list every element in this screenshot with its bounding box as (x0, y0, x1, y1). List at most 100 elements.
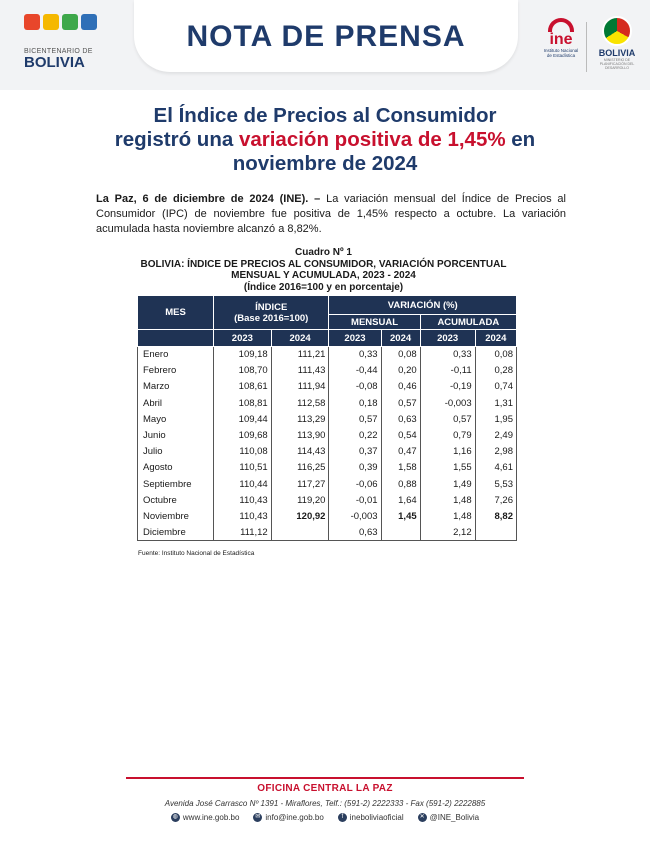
table-cell-value: -0,44 (328, 362, 382, 379)
table-cell-value: 109,68 (213, 427, 272, 444)
mail-icon: ✉ (253, 813, 263, 822)
table-cell-value: 1,16 (419, 443, 476, 460)
header-year: 2024 (380, 329, 421, 347)
bolivia-logo-subtitle: MINISTERIO DE PLANIFICACIÓN DEL DESARROL… (599, 58, 635, 70)
globe-icon: ◍ (170, 813, 180, 822)
table-cell-value: 0,63 (380, 411, 421, 428)
table-cell-value: 110,44 (213, 476, 272, 493)
table-cell-value: 110,43 (213, 492, 272, 509)
caption-line-2: BOLIVIA: ÍNDICE DE PRECIOS AL CONSUMIDOR… (140, 258, 507, 270)
footer-web-text: www.ine.gob.bo (182, 813, 240, 822)
table-cell-value: 1,64 (380, 492, 421, 509)
table-cell-value: 0,63 (328, 524, 382, 542)
table-cell-value: 108,81 (213, 395, 272, 412)
bolivia-seal-icon (602, 16, 632, 46)
table-cell-value: 0,57 (380, 395, 421, 412)
footer-twitter-link[interactable]: ✕ @INE_Bolivia (417, 813, 479, 822)
footer-divider (126, 777, 524, 779)
table-cell-value: -0,003 (328, 508, 382, 525)
table-row: Marzo 108,61 111,94 -0,08 0,46 -0,19 0,74 (137, 378, 518, 396)
table-row: Febrero 108,70 111,43 -0,44 0,20 -0,11 0,28 (137, 362, 518, 379)
table-row: Septiembre 110,44 117,27 -0,06 0,88 1,49 5,53 (137, 476, 518, 493)
title-line-2-post: en (505, 128, 536, 151)
header-variacion: VARIACIÓN (%) (328, 295, 517, 315)
header-mes: MES (137, 295, 214, 330)
table-cell-value: 0,57 (328, 411, 382, 428)
footer-email-link[interactable]: ✉ info@ine.gob.bo (253, 813, 324, 822)
table-cell-value: -0,08 (328, 378, 382, 396)
table-cell-value: 110,43 (213, 508, 272, 525)
table-cell-value: 0,08 (380, 346, 421, 363)
table-cell-value: 5,53 (474, 476, 518, 493)
table-cell-value: -0,06 (328, 476, 382, 493)
table-cell-value: 0,47 (380, 443, 421, 460)
table-row: Mayo 109,44 113,29 0,57 0,63 0,57 1,95 (137, 411, 518, 428)
ine-logo: ine Instituto Nacional de Estadística (541, 18, 581, 78)
page-header: BICENTENARIO DE BOLIVIA NOTA DE PRENSA i… (0, 0, 650, 90)
footer-address: Avenida José Carrasco Nº 1391 - Miraflor… (164, 799, 486, 808)
table-row: Enero 109,18 111,21 0,33 0,08 0,33 0,08 (137, 346, 518, 363)
ine-arc-icon (548, 18, 574, 32)
bicentenario-big-text: BOLIVIA (24, 54, 85, 71)
table-cell-value: 0,74 (474, 378, 518, 396)
caption-line-3: MENSUAL Y ACUMULADA, 2023 - 2024 (231, 270, 416, 281)
footer-office: OFICINA CENTRAL LA PAZ (257, 783, 393, 794)
table-cell-value (474, 524, 518, 542)
title-line-3: noviembre de 2024 (232, 152, 418, 175)
bicentenario-logo: BICENTENARIO DE BOLIVIA (24, 14, 104, 78)
facebook-icon: f (337, 813, 347, 822)
title-line-1: El Índice de Precios al Consumidor (153, 104, 497, 127)
table-cell-value (380, 524, 421, 542)
bicentenario-small-text: BICENTENARIO DE (24, 48, 93, 55)
footer-email-text: info@ine.gob.bo (265, 813, 324, 822)
dateline: La Paz, 6 de diciembre de 2024 (INE). – (96, 193, 321, 205)
table-cell-value: 114,43 (270, 443, 330, 460)
table-caption: Cuadro Nº 1 BOLIVIA: ÍNDICE DE PRECIOS A… (96, 247, 551, 293)
ine-logo-subtitle: Instituto Nacional de Estadística (543, 48, 579, 58)
table-cell-value: 2,12 (419, 524, 476, 542)
twitter-icon: ✕ (417, 813, 427, 822)
table-row: Abril 108,81 112,58 0,18 0,57 -0,003 1,31 (137, 395, 518, 412)
table-source: Fuente: Instituto Nacional de Estadístic… (138, 550, 255, 557)
table-cell-value: 0,39 (328, 459, 382, 476)
table-cell-value: 0,33 (328, 346, 382, 363)
footer-web-link[interactable]: ◍ www.ine.gob.bo (170, 813, 240, 822)
table-cell-value: -0,11 (419, 362, 476, 379)
table-cell-month: Enero (137, 346, 214, 363)
table-cell-value: -0,01 (328, 492, 382, 509)
table-cell-value: 0,88 (380, 476, 421, 493)
table-cell-value: 0,54 (380, 427, 421, 444)
table-cell-month: Diciembre (137, 524, 214, 542)
table-cell-value: 108,61 (213, 378, 272, 396)
table-row: Agosto 110,51 116,25 0,39 1,58 1,55 4,61 (137, 459, 518, 476)
table-cell-month: Noviembre (137, 508, 214, 525)
table-cell-value: 0,57 (419, 411, 476, 428)
table-cell-value: 109,44 (213, 411, 272, 428)
table-cell-month: Agosto (137, 459, 214, 476)
table-cell-value: 1,45 (380, 508, 421, 525)
bicentenario-marks (24, 14, 104, 30)
header-indice-base: (Base 2016=100) (234, 312, 309, 324)
table-row: Noviembre 110,43 120,92 -0,003 1,45 1,48 8,82 (137, 508, 518, 525)
table-cell-value: 109,18 (213, 346, 272, 363)
table-cell-value: 0,28 (474, 362, 518, 379)
table-row: Junio 109,68 113,90 0,22 0,54 0,79 2,49 (137, 427, 518, 444)
banner-title: NOTA DE PRENSA (186, 20, 466, 53)
table-cell-value: 2,98 (474, 443, 518, 460)
table-cell-value: 0,37 (328, 443, 382, 460)
lead-paragraph: La Paz, 6 de diciembre de 2024 (INE). – … (96, 192, 566, 237)
header-acumulada: ACUMULADA (419, 314, 518, 330)
logo-divider (586, 22, 587, 72)
title-line-2-pre: registró una (114, 128, 239, 151)
table-row: Julio 110,08 114,43 0,37 0,47 1,16 2,98 (137, 443, 518, 460)
table-body: Enero 109,18 111,21 0,33 0,08 0,33 0,08 Febrero… (137, 346, 518, 542)
table-cell-value: 1,49 (419, 476, 476, 493)
table-cell-month: Septiembre (137, 476, 214, 493)
table-cell-value: 111,94 (270, 378, 330, 396)
caption-line-4: (Índice 2016=100 y en porcentaje) (243, 281, 404, 293)
table-cell-value: 110,08 (213, 443, 272, 460)
table-cell-value: 119,20 (270, 492, 330, 509)
table-cell-value: 111,12 (213, 524, 272, 542)
table-cell-value: 0,08 (474, 346, 518, 363)
footer-facebook-link[interactable]: f ineboliviaoficial (337, 813, 404, 822)
